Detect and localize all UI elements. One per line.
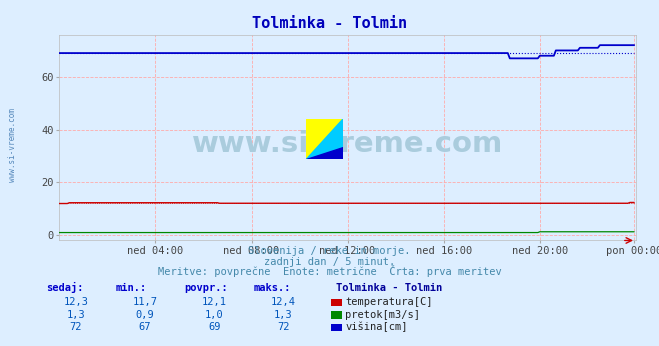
Text: 72: 72: [70, 322, 82, 332]
Text: temperatura[C]: temperatura[C]: [345, 297, 433, 307]
Text: min.:: min.:: [115, 283, 146, 293]
Polygon shape: [306, 119, 343, 159]
Text: 0,9: 0,9: [136, 310, 154, 320]
Text: Tolminka - Tolmin: Tolminka - Tolmin: [252, 16, 407, 30]
Text: www.si-vreme.com: www.si-vreme.com: [8, 108, 17, 182]
Text: www.si-vreme.com: www.si-vreme.com: [192, 130, 503, 158]
Text: sedaj:: sedaj:: [46, 282, 84, 293]
Text: Slovenija / reke in morje.: Slovenija / reke in morje.: [248, 246, 411, 256]
Text: 12,1: 12,1: [202, 297, 227, 307]
Text: 1,3: 1,3: [67, 310, 85, 320]
Text: višina[cm]: višina[cm]: [345, 322, 408, 332]
Polygon shape: [306, 147, 343, 159]
Text: Tolminka - Tolmin: Tolminka - Tolmin: [336, 283, 442, 293]
Text: 67: 67: [139, 322, 151, 332]
Text: 11,7: 11,7: [132, 297, 158, 307]
Text: pretok[m3/s]: pretok[m3/s]: [345, 310, 420, 320]
Text: 1,3: 1,3: [274, 310, 293, 320]
Text: 12,4: 12,4: [271, 297, 296, 307]
Text: zadnji dan / 5 minut.: zadnji dan / 5 minut.: [264, 257, 395, 267]
Text: 72: 72: [277, 322, 289, 332]
Text: povpr.:: povpr.:: [185, 283, 228, 293]
Text: 12,3: 12,3: [63, 297, 88, 307]
Text: Meritve: povprečne  Enote: metrične  Črta: prva meritev: Meritve: povprečne Enote: metrične Črta:…: [158, 265, 501, 277]
Polygon shape: [306, 119, 343, 159]
Text: 1,0: 1,0: [205, 310, 223, 320]
Text: maks.:: maks.:: [254, 283, 291, 293]
Text: 69: 69: [208, 322, 220, 332]
